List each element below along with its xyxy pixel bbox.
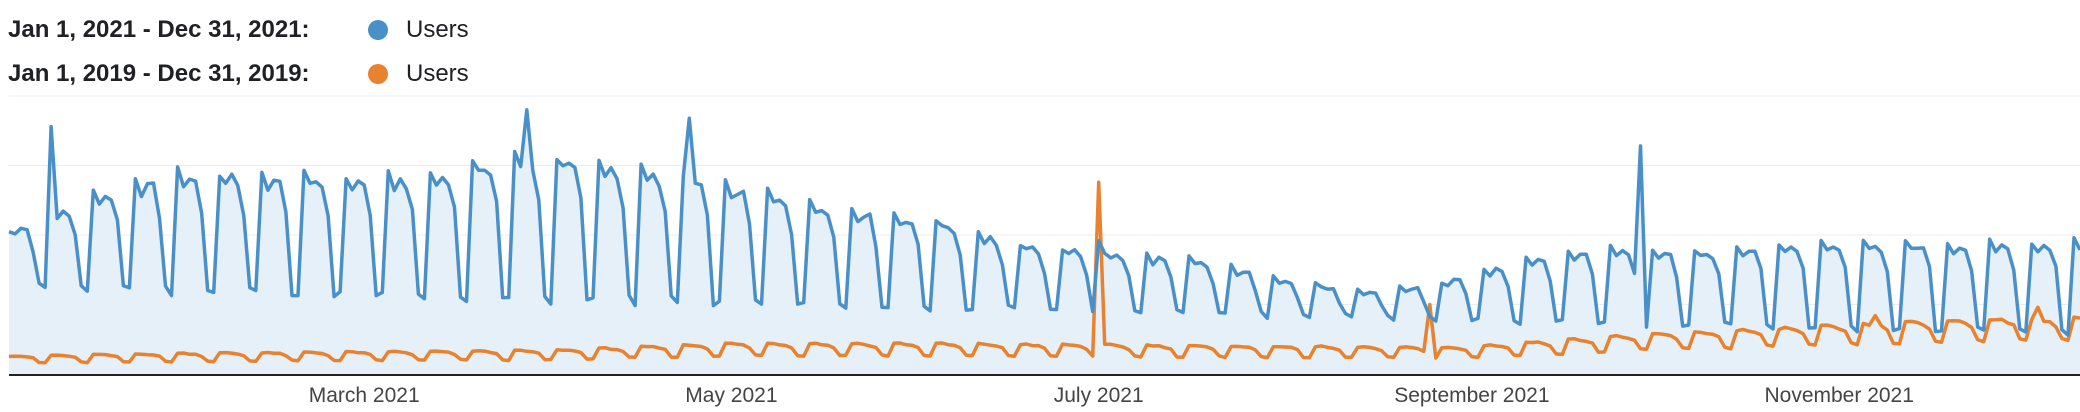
x-tick-label: November 2021 (1764, 384, 1913, 407)
x-axis-ticks: March 2021 May 2021 July 2021 September 202… (309, 384, 1914, 407)
series-current-line[interactable] (8, 108, 2080, 337)
series-previous-line[interactable] (8, 180, 2080, 365)
legend-row-current[interactable]: Jan 1, 2021 - Dec 31, 2021: Users (8, 8, 469, 52)
legend-row-previous[interactable]: Jan 1, 2019 - Dec 31, 2019: Users (8, 52, 469, 96)
legend-current-dot-icon (368, 20, 388, 40)
legend-current-range: Jan 1, 2021 - Dec 31, 2021: (8, 16, 310, 43)
legend-previous-series: Users (406, 60, 469, 87)
legend-previous-dot-icon (368, 64, 388, 84)
legend-current-series: Users (406, 16, 469, 43)
legend: Jan 1, 2021 - Dec 31, 2021: Users Jan 1,… (8, 8, 469, 96)
legend-previous-range: Jan 1, 2019 - Dec 31, 2019: (8, 60, 310, 87)
series-current-area (9, 109, 2080, 375)
x-tick-label: July 2021 (1054, 384, 1144, 407)
x-tick-label: March 2021 (309, 384, 420, 407)
x-tick-label: September 2021 (1394, 384, 1549, 407)
x-tick-label: May 2021 (685, 384, 777, 407)
